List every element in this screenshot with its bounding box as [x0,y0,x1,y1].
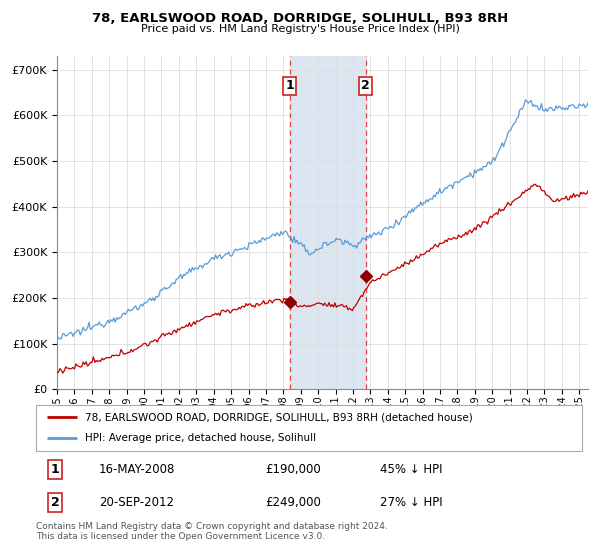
Text: 78, EARLSWOOD ROAD, DORRIDGE, SOLIHULL, B93 8RH: 78, EARLSWOOD ROAD, DORRIDGE, SOLIHULL, … [92,12,508,25]
Text: HPI: Average price, detached house, Solihull: HPI: Average price, detached house, Soli… [85,433,316,444]
Text: 20-SEP-2012: 20-SEP-2012 [99,496,174,509]
Text: 1: 1 [51,463,59,476]
Text: 78, EARLSWOOD ROAD, DORRIDGE, SOLIHULL, B93 8RH (detached house): 78, EARLSWOOD ROAD, DORRIDGE, SOLIHULL, … [85,412,473,422]
Text: Price paid vs. HM Land Registry's House Price Index (HPI): Price paid vs. HM Land Registry's House … [140,24,460,34]
Text: 16-MAY-2008: 16-MAY-2008 [99,463,175,476]
Text: 27% ↓ HPI: 27% ↓ HPI [380,496,443,509]
Text: Contains HM Land Registry data © Crown copyright and database right 2024.
This d: Contains HM Land Registry data © Crown c… [36,522,388,542]
Text: £249,000: £249,000 [265,496,321,509]
FancyBboxPatch shape [36,405,582,451]
Text: 1: 1 [286,80,294,92]
Text: 2: 2 [361,80,370,92]
Text: 45% ↓ HPI: 45% ↓ HPI [380,463,442,476]
Bar [290,56,365,389]
Text: 2: 2 [51,496,59,509]
Text: £190,000: £190,000 [265,463,321,476]
